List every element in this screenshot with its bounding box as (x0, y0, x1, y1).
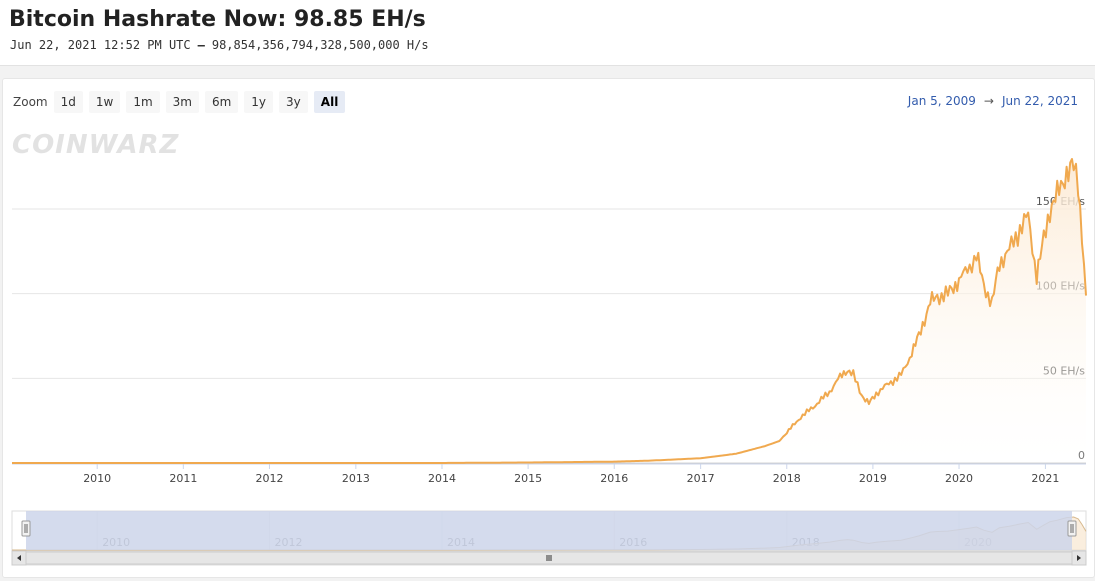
range-to[interactable]: Jun 22, 2021 (1001, 94, 1078, 108)
scroll-right-arrow-icon (1077, 555, 1081, 561)
navigator-left-handle[interactable] (21, 520, 31, 537)
timestamp: Jun 22, 2021 12:52 PM UTC (10, 38, 191, 52)
series-area (12, 159, 1086, 463)
x-tick-label: 2017 (687, 472, 715, 485)
series-layer (12, 158, 1087, 464)
zoom-button-1m[interactable]: 1m (126, 91, 160, 113)
x-tick-label: 2018 (773, 472, 801, 485)
watermark-layer: COINWARZ (12, 130, 180, 160)
x-tick-label: 2020 (945, 472, 973, 485)
date-range: Jan 5, 2009 → Jun 22, 2021 (908, 94, 1078, 108)
series-line (12, 158, 1087, 464)
range-from[interactable]: Jan 5, 2009 (907, 94, 976, 108)
zoom-button-3m[interactable]: 3m (165, 91, 199, 113)
chart-panel: Zoom 1d 1w 1m 3m 6m 1y 3y All Jan 5, 200… (2, 78, 1095, 578)
x-tick-label: 2019 (859, 472, 887, 485)
hashrate-subtitle: Jun 22, 2021 12:52 PM UTC –98,854,356,794… (10, 38, 429, 52)
x-tick-label: 2010 (83, 472, 111, 485)
x-tick-label: 2013 (342, 472, 370, 485)
zoom-label: Zoom (13, 95, 48, 109)
zoom-button-3y[interactable]: 3y (279, 91, 308, 113)
scroll-left-arrow-icon (17, 555, 21, 561)
x-tick-label: 2015 (514, 472, 542, 485)
x-tick-label: 2016 (600, 472, 628, 485)
x-tick-label: 2014 (428, 472, 456, 485)
separator: – (197, 38, 205, 52)
navigator-right-handle[interactable] (1067, 520, 1077, 537)
range-arrow-icon: → (983, 94, 994, 108)
zoom-bar: Zoom 1d 1w 1m 3m 6m 1y 3y All (13, 91, 351, 113)
zoom-button-1w[interactable]: 1w (88, 91, 121, 113)
zoom-button-all[interactable]: All (313, 91, 346, 113)
header: Bitcoin Hashrate Now: 98.85 EH/s Jun 22,… (0, 0, 1095, 66)
coinwarz-watermark: COINWARZ (12, 130, 180, 160)
navigator-selection[interactable] (26, 511, 1072, 550)
x-tick-label: 2011 (169, 472, 197, 485)
x-axis-ticks: 2010 2011 2012 2013 2014 2015 2016 2017 2018 2019… (12, 463, 1086, 485)
zoom-button-6m[interactable]: 6m (204, 91, 239, 113)
page-title: Bitcoin Hashrate Now: 98.85 EH/s (9, 7, 426, 32)
zoom-button-1y[interactable]: 1y (244, 91, 274, 113)
zoom-button-1d[interactable]: 1d (53, 91, 83, 113)
hashrate-hashes: 98,854,356,794,328,500,000 H/s (211, 38, 429, 52)
navigator[interactable]: 201020122014201620182020 (11, 510, 1087, 566)
x-tick-label: 2012 (255, 472, 283, 485)
x-tick-label: 2021 (1031, 472, 1059, 485)
